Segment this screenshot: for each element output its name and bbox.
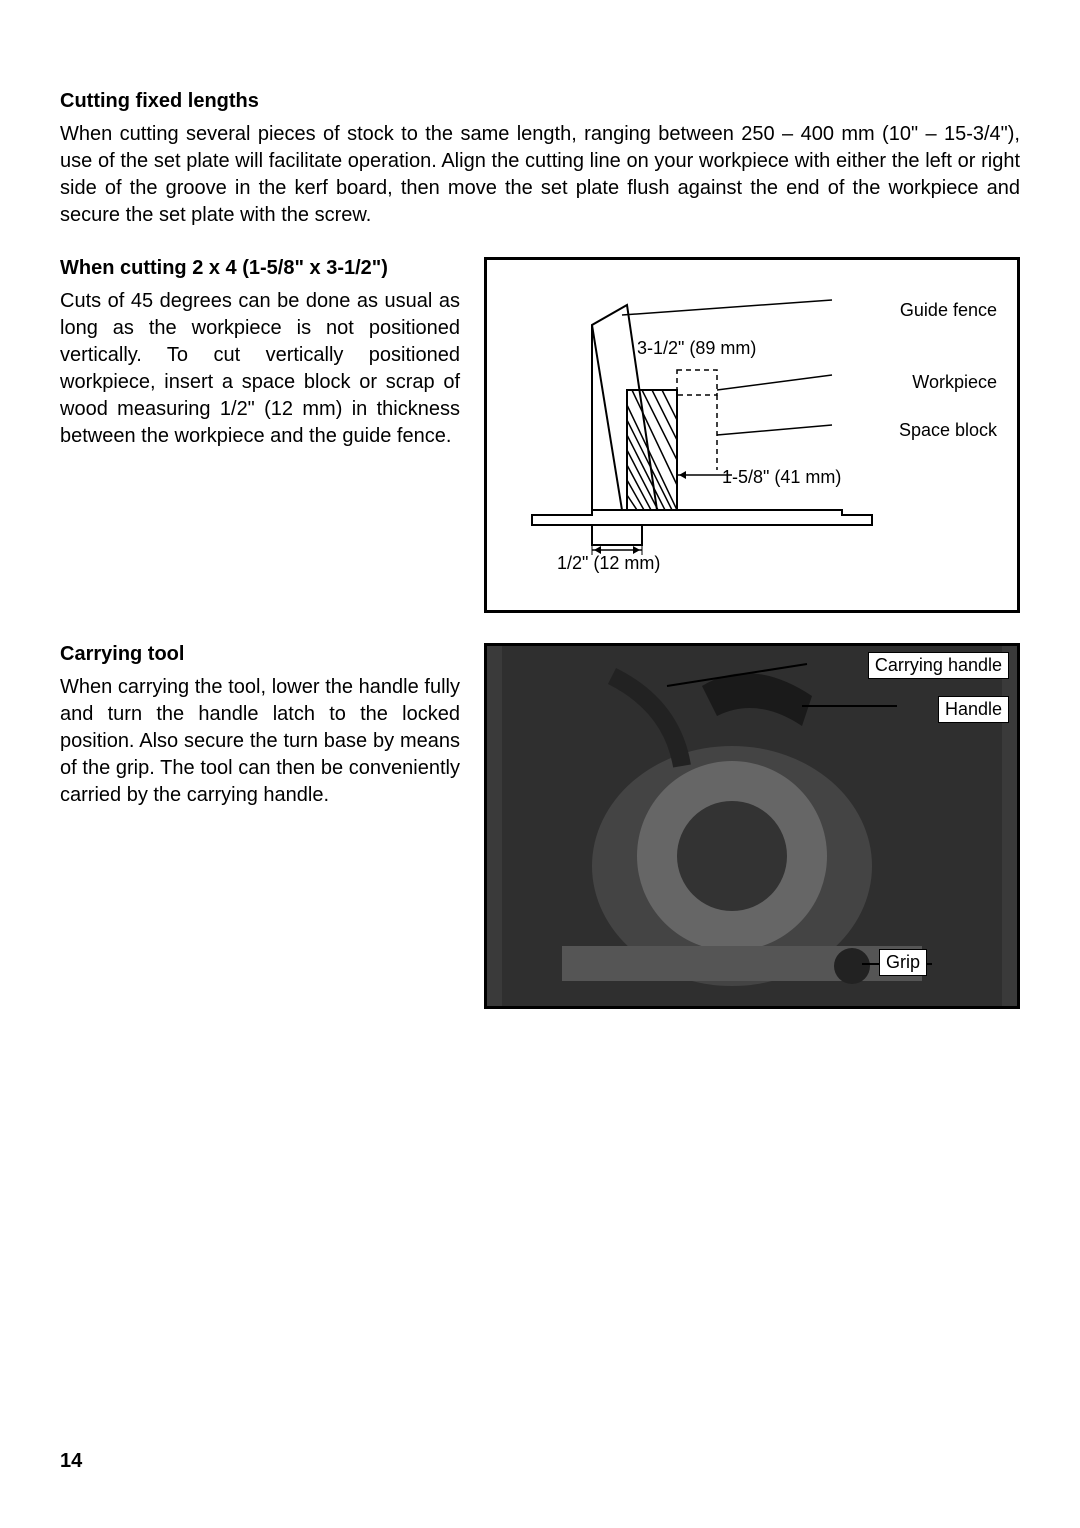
section2-body: Cuts of 45 degrees can be done as usual … bbox=[60, 288, 460, 450]
carrying-photo: Carrying handle Handle Grip bbox=[484, 643, 1020, 1009]
label-dim-depth: 1-5/8" (41 mm) bbox=[722, 467, 841, 488]
label-carrying-handle: Carrying handle bbox=[868, 652, 1009, 679]
label-dim-height: 3-1/2" (89 mm) bbox=[637, 338, 756, 359]
section1-body: When cutting several pieces of stock to … bbox=[60, 121, 1020, 229]
section3-heading: Carrying tool bbox=[60, 643, 460, 666]
label-space-block: Space block bbox=[899, 420, 997, 441]
label-guide-fence: Guide fence bbox=[900, 300, 997, 321]
cutting-diagram: Guide fence 3-1/2" (89 mm) Workpiece Spa… bbox=[484, 257, 1020, 613]
section2-heading: When cutting 2 x 4 (1-5/8" x 3-1/2") bbox=[60, 257, 460, 280]
label-workpiece: Workpiece bbox=[912, 372, 997, 393]
page-number: 14 bbox=[60, 1450, 82, 1473]
section3-body: When carrying the tool, lower the handle… bbox=[60, 674, 460, 809]
label-handle: Handle bbox=[938, 696, 1009, 723]
label-grip: Grip bbox=[879, 949, 927, 976]
label-dim-gap: 1/2" (12 mm) bbox=[557, 553, 660, 574]
section1-heading: Cutting fixed lengths bbox=[60, 90, 1020, 113]
